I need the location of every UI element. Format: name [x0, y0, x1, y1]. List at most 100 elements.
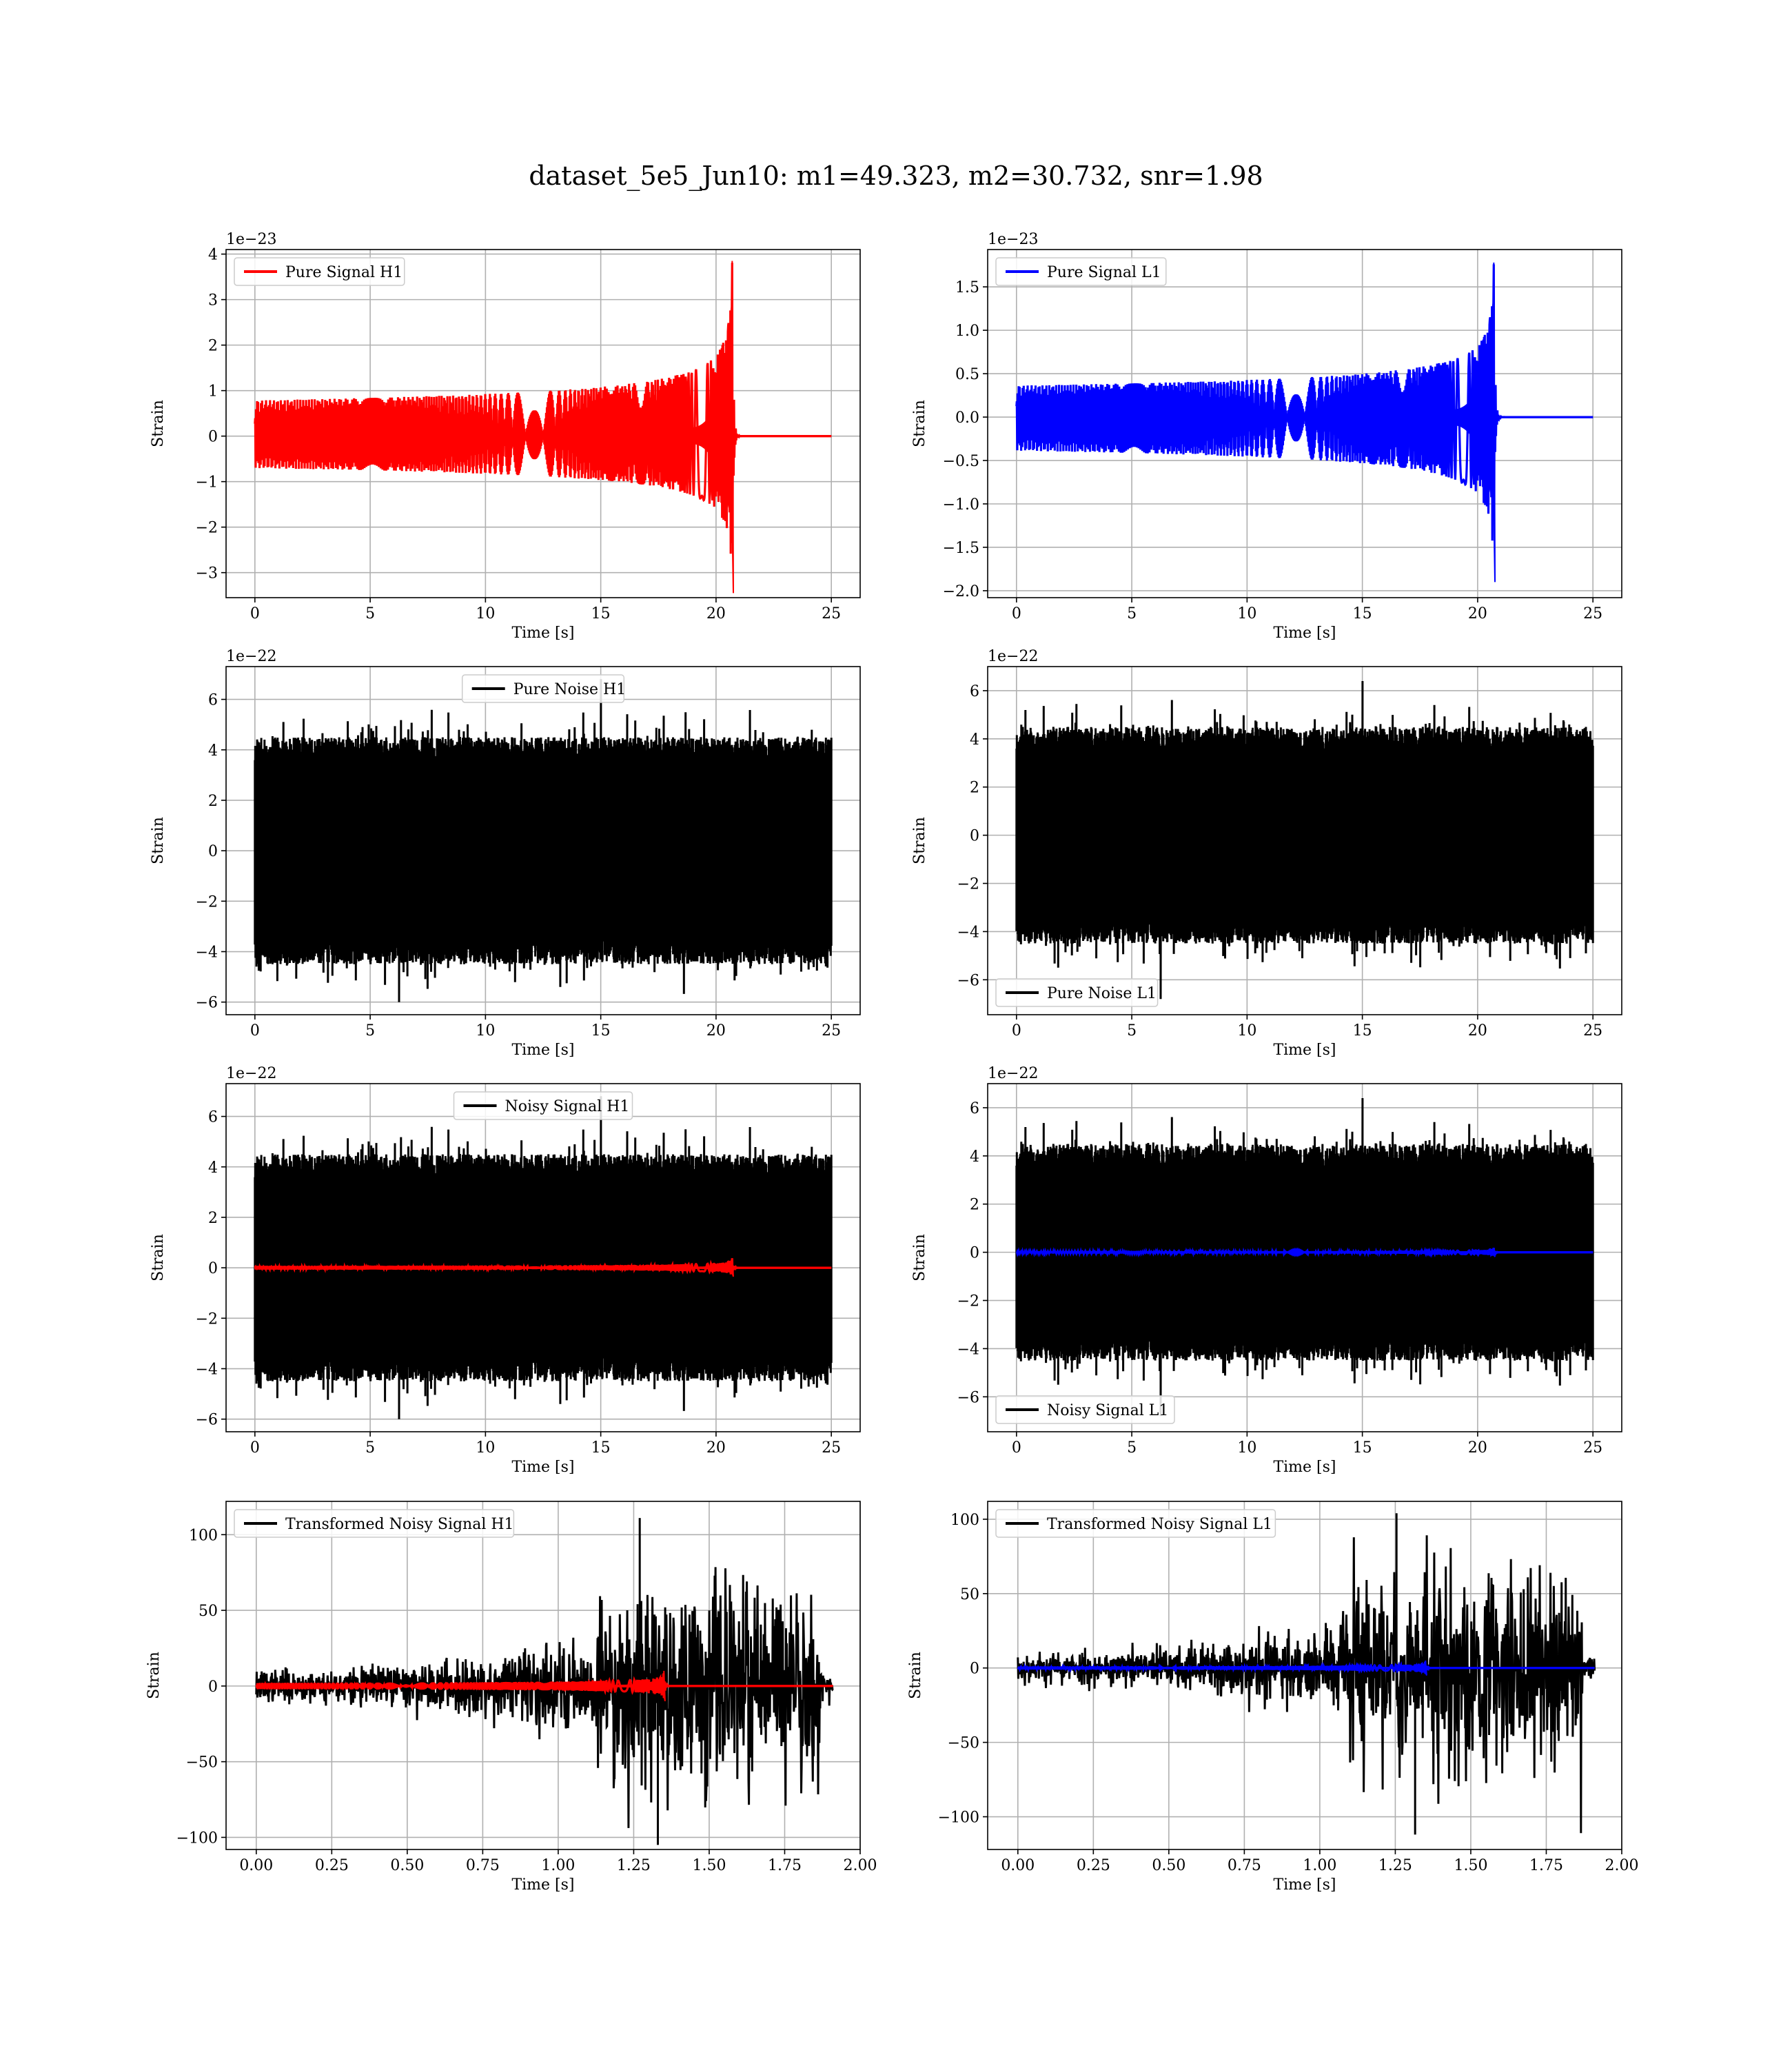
- x-tick-label: 20: [706, 1439, 726, 1457]
- legend-label: Noisy Signal L1: [1047, 1402, 1168, 1419]
- x-tick-label: 0.50: [1152, 1857, 1185, 1874]
- x-tick-label: 15: [1353, 605, 1372, 622]
- y-tick-label: 50: [960, 1586, 979, 1603]
- series-line-0: [1017, 1535, 1596, 1834]
- series-line-0: [254, 679, 833, 1002]
- x-tick-label: 1.25: [1378, 1857, 1412, 1874]
- x-axis-label: Time [s]: [511, 1876, 574, 1894]
- axes-frame: [987, 666, 1622, 1015]
- axis-offset-text: 1e−22: [988, 648, 1038, 665]
- legend-label: Pure Noise H1: [513, 681, 627, 698]
- y-tick-label: 6: [208, 1109, 218, 1126]
- y-tick-label: 4: [208, 742, 218, 760]
- subplot-pure-signal-l1: 0 5 10 15 20 25 −2.0 −1.5 −1.0 −0.5 0.0 0.5 1.0 1.5 Ti…: [911, 231, 1622, 642]
- x-tick-label: 25: [1583, 1439, 1602, 1457]
- x-tick-label: 15: [1353, 1439, 1372, 1457]
- y-axis-label: Strain: [911, 817, 928, 864]
- y-tick-label: 6: [208, 692, 218, 709]
- x-tick-label: 2.00: [844, 1857, 877, 1874]
- x-tick-label: 15: [591, 1439, 611, 1457]
- y-tick-label: 6: [970, 683, 979, 700]
- y-axis-label: Strain: [911, 400, 928, 447]
- subplot-pure-signal-h1: 0 5 10 15 20 25 −3 −2 −1 0 1 2 3 4 Time [s] Strain 1e−23…: [150, 231, 861, 642]
- y-tick-label: −2: [196, 520, 218, 537]
- y-tick-label: −1: [196, 474, 218, 491]
- legend: Pure Signal L1: [995, 257, 1167, 286]
- legend: Pure Signal H1: [234, 257, 405, 286]
- y-tick-label: 3: [208, 292, 218, 310]
- legend-box: [453, 1091, 633, 1120]
- series-line-0: [254, 263, 832, 554]
- y-axis-label: Strain: [150, 400, 167, 447]
- y-tick-label: 2: [208, 1210, 218, 1227]
- x-tick-label: 25: [1583, 1022, 1602, 1040]
- x-tick-label: 0.25: [315, 1857, 349, 1874]
- x-tick-label: 5: [365, 1439, 375, 1457]
- x-tick-label: 10: [476, 605, 495, 622]
- y-tick-label: −2.0: [943, 583, 979, 600]
- x-tick-label: 5: [1127, 1439, 1137, 1457]
- legend-box: [234, 257, 405, 286]
- x-axis-label: Time [s]: [1273, 1042, 1336, 1059]
- y-tick-label: −2: [196, 1310, 218, 1328]
- y-tick-label: −3: [196, 565, 218, 582]
- legend-box: [995, 978, 1159, 1007]
- plot-area: [1017, 1513, 1596, 1835]
- subplot-noisy-signal-h1: 0 5 10 15 20 25 −6 −4 −2 0 2 4 6 Time [s] Strain 1e−22 N…: [150, 1065, 861, 1476]
- x-tick-label: 15: [591, 1022, 611, 1040]
- series-chirp-envelope-0: [1447, 262, 1496, 582]
- legend-label: Pure Signal H1: [285, 264, 403, 281]
- x-tick-label: 0.25: [1077, 1857, 1110, 1874]
- y-axis-label: Strain: [911, 1234, 928, 1281]
- y-tick-label: 4: [970, 731, 979, 749]
- y-tick-label: −6: [957, 1389, 979, 1406]
- y-tick-label: 6: [970, 1100, 979, 1117]
- y-tick-label: 0: [208, 843, 218, 860]
- x-axis-label: Time [s]: [1273, 1459, 1336, 1476]
- y-tick-label: 0: [970, 1245, 979, 1262]
- legend-box: [461, 674, 625, 703]
- axis-offset-text: 1e−22: [988, 1065, 1038, 1082]
- series-line-0: [254, 1096, 833, 1419]
- x-tick-label: 5: [365, 605, 375, 622]
- legend-box: [234, 1509, 515, 1538]
- legend-box: [995, 257, 1167, 286]
- x-tick-label: 0.75: [466, 1857, 500, 1874]
- plot-area: [254, 1096, 833, 1419]
- y-tick-label: 2: [970, 780, 979, 797]
- x-tick-label: 10: [1237, 605, 1256, 622]
- x-tick-label: 0: [250, 1439, 260, 1457]
- axes-frame: [987, 1083, 1622, 1432]
- subplot-noisy-signal-l1: 0 5 10 15 20 25 −6 −4 −2 0 2 4 6 Time [s] Strain 1e−22 N…: [911, 1065, 1622, 1476]
- legend-label: Transformed Noisy Signal L1: [1047, 1516, 1272, 1533]
- axes-frame: [987, 1501, 1622, 1850]
- x-tick-label: 0.00: [239, 1857, 273, 1874]
- x-tick-label: 20: [1468, 1022, 1487, 1040]
- x-tick-label: 10: [1237, 1439, 1256, 1457]
- x-tick-label: 0.00: [1001, 1857, 1035, 1874]
- y-tick-label: 0.5: [955, 366, 979, 383]
- legend-label: Noisy Signal H1: [505, 1098, 630, 1115]
- x-tick-label: 1.75: [768, 1857, 802, 1874]
- y-tick-label: −2: [957, 1293, 979, 1310]
- y-tick-label: −1.0: [943, 496, 979, 514]
- x-axis-label: Time [s]: [1273, 625, 1336, 642]
- x-tick-label: 10: [476, 1439, 495, 1457]
- y-tick-label: 4: [208, 247, 218, 264]
- axes-frame: [225, 1501, 861, 1850]
- y-tick-label: −100: [938, 1810, 979, 1827]
- x-tick-label: 0: [1012, 1439, 1021, 1457]
- x-tick-label: 5: [1127, 1022, 1137, 1040]
- y-tick-label: −6: [196, 1412, 218, 1429]
- axes-frame: [987, 249, 1622, 598]
- axes-frame: [225, 666, 861, 1015]
- y-tick-label: 0: [208, 1260, 218, 1277]
- plot-area: [254, 261, 832, 594]
- plot-area: [1015, 680, 1594, 1000]
- series-line-0: [255, 1567, 834, 1828]
- x-axis-label: Time [s]: [511, 1459, 574, 1476]
- y-tick-label: 0.0: [955, 409, 979, 427]
- legend-label: Pure Signal L1: [1047, 264, 1161, 281]
- y-tick-label: 4: [208, 1159, 218, 1177]
